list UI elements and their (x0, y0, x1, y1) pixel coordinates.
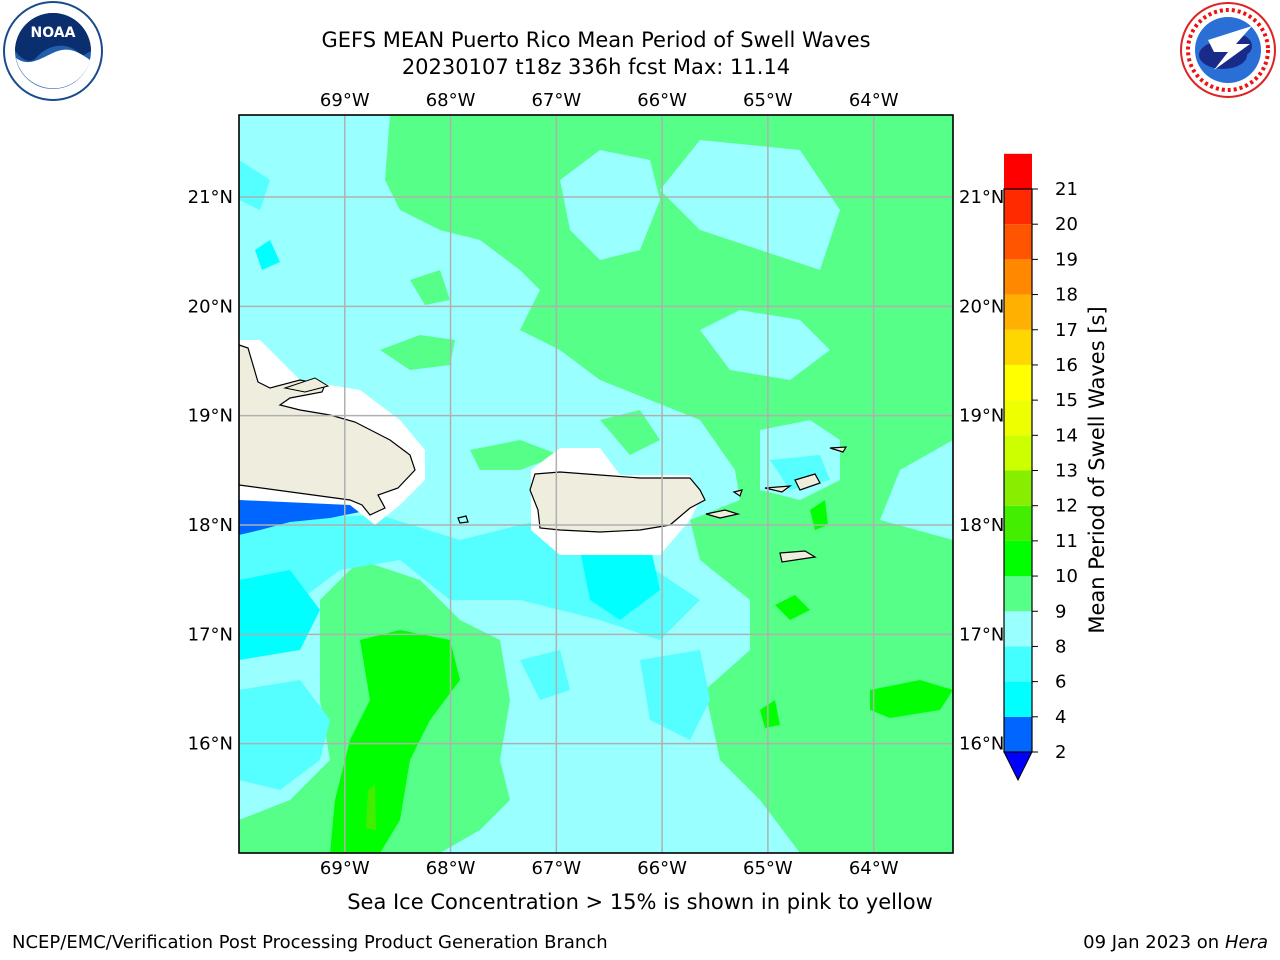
date-host: 09 Jan 2023 on Hera (1083, 932, 1268, 953)
colorbar-tick-label: 11 (1055, 531, 1078, 552)
lat-ticks-left: 21°N 20°N 19°N 18°N 17°N 16°N (188, 187, 233, 755)
puerto-rico-land (529, 471, 706, 533)
map-frame (238, 114, 954, 854)
colorbar-tick-label: 12 (1055, 496, 1078, 517)
colorbar-tick-label: 10 (1055, 566, 1078, 587)
colorbar-tick-label: 13 (1055, 461, 1078, 482)
lat-tick-label: 17°N (959, 624, 1004, 645)
colorbar-segment (1004, 329, 1032, 365)
lat-tick-label: 18°N (959, 515, 1004, 536)
colorbar-segment (1004, 611, 1032, 647)
host-text: Hera (1224, 932, 1268, 953)
lon-tick-label: 64°W (849, 858, 899, 879)
lon-tick-label: 66°W (637, 90, 687, 111)
colorbar-segment (1004, 364, 1032, 401)
lon-tick-label: 65°W (743, 858, 793, 879)
colorbar-tick-label: 6 (1055, 672, 1066, 693)
colorbar-tick-label: 15 (1055, 390, 1078, 411)
lat-tick-label: 17°N (188, 624, 233, 645)
lon-tick-label: 68°W (426, 858, 476, 879)
lon-tick-label: 69°W (320, 858, 370, 879)
lon-ticks-top: 69°W 68°W 67°W 66°W 65°W 64°W (320, 90, 899, 111)
lat-tick-label: 18°N (188, 515, 233, 536)
colorbar-segment (1004, 224, 1032, 260)
colorbar-segment (1004, 153, 1032, 189)
map-title: GEFS MEAN Puerto Rico Mean Period of Swe… (321, 28, 871, 52)
colorbar-segment (1004, 189, 1032, 225)
colorbar-tick-label: 9 (1055, 601, 1066, 622)
colorbar-segment (1004, 716, 1032, 752)
colorbar-tick-label: 20 (1055, 214, 1078, 235)
map-subtitle: 20230107 t18z 336h fcst Max: 11.14 (401, 55, 791, 79)
colorbar-segment (1004, 576, 1032, 612)
colorbar-segment (1004, 681, 1032, 717)
contour-field (239, 115, 953, 853)
colorbar-tick-label: 16 (1055, 355, 1078, 376)
lat-tick-label: 16°N (188, 734, 233, 755)
nws-logo (1180, 2, 1276, 98)
colorbar-tick-label: 8 (1055, 636, 1066, 657)
colorbar-label: Mean Period of Swell Waves [s] (1085, 306, 1109, 633)
lon-tick-label: 67°W (531, 90, 581, 111)
colorbar-tick-label: 4 (1055, 707, 1066, 728)
colorbar-segment (1004, 505, 1032, 541)
hispaniola-land (239, 344, 416, 516)
sea-ice-note: Sea Ice Concentration > 15% is shown in … (347, 890, 933, 914)
colorbar-segment (1004, 435, 1032, 471)
colorbar: 21 20 19 18 17 16 15 14 13 12 11 10 9 8 6 4 2 (1003, 153, 1078, 782)
date-text: 09 Jan 2023 on (1083, 932, 1220, 953)
colorbar-tick-label: 18 (1055, 285, 1078, 306)
colorbar-segment (1004, 400, 1032, 436)
credit-text: NCEP/EMC/Verification Post Processing Pr… (12, 932, 608, 953)
colorbar-segment (1004, 259, 1032, 295)
noaa-logo-text: NOAA (31, 25, 76, 41)
lat-tick-label: 19°N (188, 406, 233, 427)
colorbar-tick-label: 17 (1055, 320, 1078, 341)
lat-tick-label: 21°N (188, 187, 233, 208)
colorbar-segment (1004, 470, 1032, 506)
lat-tick-label: 20°N (188, 296, 233, 317)
colorbar-segment (1004, 646, 1032, 682)
lat-tick-label: 20°N (959, 296, 1004, 317)
colorbar-segment (1004, 540, 1032, 577)
lon-tick-label: 66°W (637, 858, 687, 879)
colorbar-tick-label: 21 (1055, 179, 1078, 200)
lon-tick-label: 68°W (426, 90, 476, 111)
colorbar-tick-label: 19 (1055, 249, 1078, 270)
lat-tick-label: 19°N (959, 406, 1004, 427)
lat-ticks-right: 21°N 20°N 19°N 18°N 17°N 16°N (959, 187, 1004, 755)
lat-tick-label: 16°N (959, 734, 1004, 755)
noaa-logo: NOAA (3, 1, 103, 101)
colorbar-segment (1004, 294, 1032, 330)
colorbar-extend (1003, 751, 1033, 782)
lon-ticks-bottom: 69°W 68°W 67°W 66°W 65°W 64°W (320, 858, 899, 879)
lon-tick-label: 67°W (531, 858, 581, 879)
colorbar-tick-label: 2 (1055, 742, 1066, 763)
lon-tick-label: 64°W (849, 90, 899, 111)
graticule (239, 115, 953, 853)
colorbar-tick-label: 14 (1055, 425, 1078, 446)
lon-tick-label: 65°W (743, 90, 793, 111)
lon-tick-label: 69°W (320, 90, 370, 111)
lat-tick-label: 21°N (959, 187, 1004, 208)
